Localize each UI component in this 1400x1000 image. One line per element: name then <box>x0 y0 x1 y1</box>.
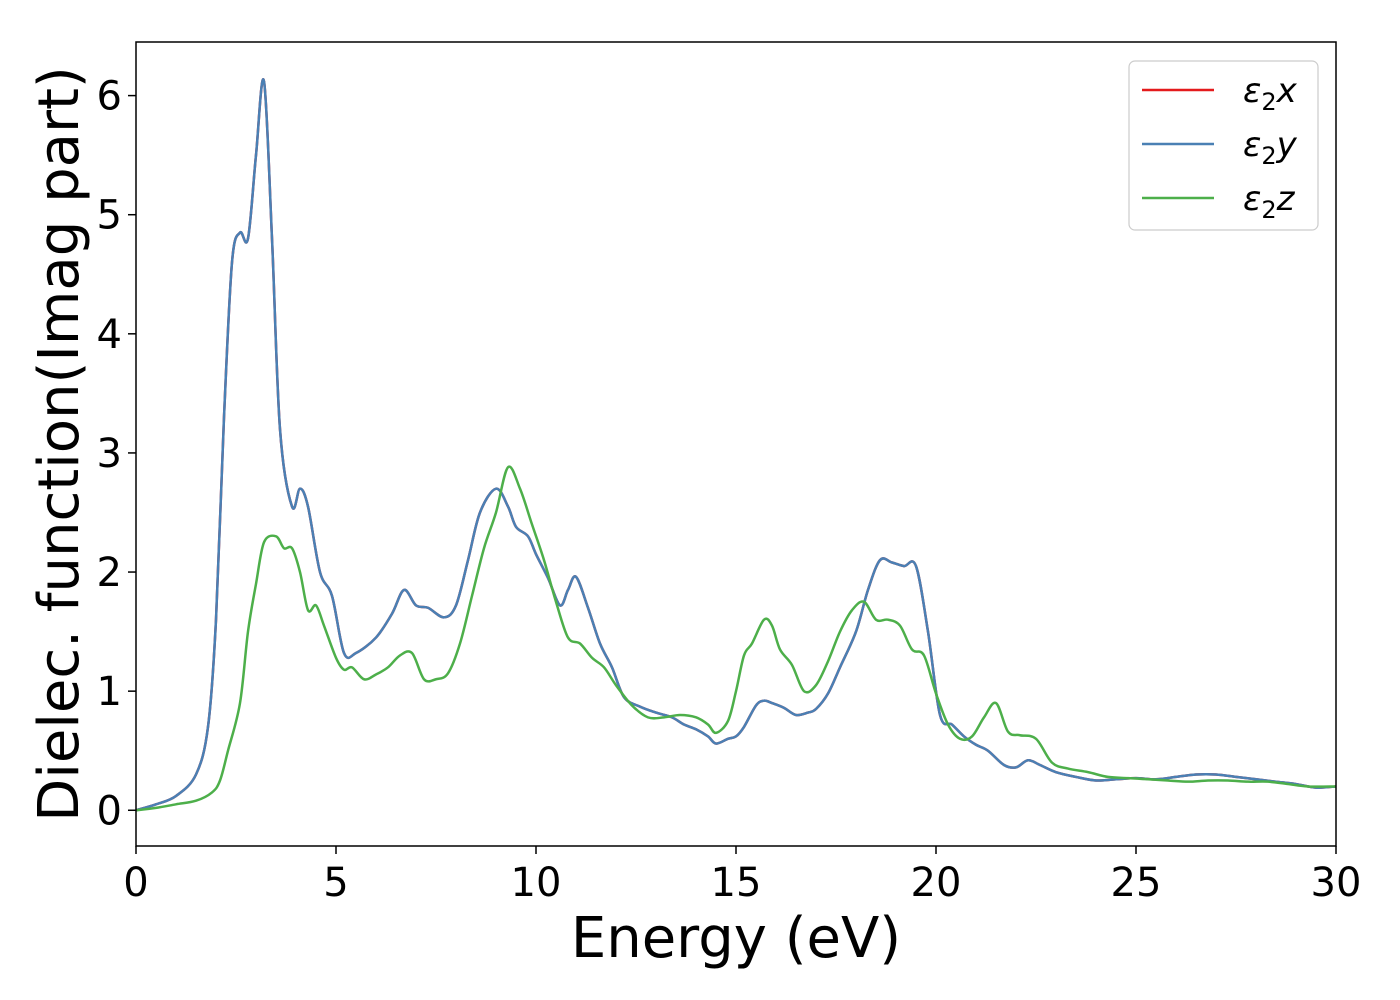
x-axis: 0 5 10 15 20 25 30 <box>123 846 1361 906</box>
series-line-z <box>136 465 1336 812</box>
x-tick-label: 5 <box>323 860 348 906</box>
x-tick-label: 20 <box>911 860 962 906</box>
y-tick-label: 3 <box>97 431 122 477</box>
x-tick-label: 25 <box>1111 860 1162 906</box>
legend-label-x: ε2x <box>1243 71 1298 116</box>
y-tick-label: 2 <box>97 550 122 596</box>
y-tick-label: 4 <box>97 312 122 358</box>
legend-label-y: ε2y <box>1243 125 1298 170</box>
y-tick-label: 6 <box>97 74 122 120</box>
series-layer <box>136 78 1336 812</box>
legend: ε2x ε2y ε2z <box>1128 60 1319 231</box>
x-tick-label: 15 <box>711 860 762 906</box>
y-tick-label: 5 <box>97 193 122 239</box>
y-tick-label: 0 <box>97 788 122 834</box>
y-tick-label: 1 <box>97 669 122 715</box>
legend-box <box>1128 60 1319 231</box>
series-line-y <box>136 78 1336 812</box>
y-axis-label: Dielec. function(Imag part) <box>27 66 92 822</box>
x-tick-label: 0 <box>123 860 148 906</box>
x-tick-label: 30 <box>1311 860 1362 906</box>
legend-label-z: ε2z <box>1243 179 1296 224</box>
y-axis: 0 1 2 3 4 5 6 <box>97 74 136 834</box>
x-tick-label: 10 <box>511 860 562 906</box>
x-axis-label: Energy (eV) <box>571 906 901 971</box>
